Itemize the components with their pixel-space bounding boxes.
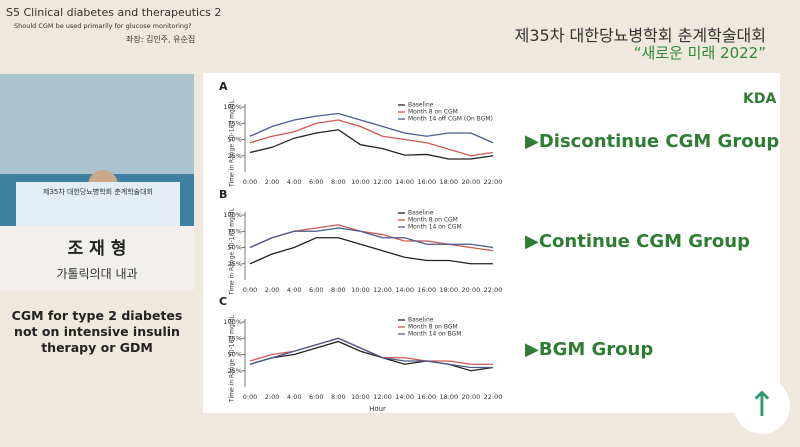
x-tick-label: 6:00 xyxy=(309,286,324,294)
line xyxy=(249,337,493,369)
x-tick-label: 12:00 xyxy=(373,286,392,294)
panel-label: A xyxy=(219,80,228,93)
x-tick-label: 10:00 xyxy=(351,286,370,294)
x-tick-label: 22:00 xyxy=(484,178,503,186)
group-label: ▶BGM Group xyxy=(525,339,654,360)
affiliation: 가톨릭의대 내과 xyxy=(56,267,138,281)
x-tick-label: 6:00 xyxy=(309,178,324,186)
line xyxy=(249,129,494,160)
legend-label: Month 8 on BGM xyxy=(408,324,458,331)
x-tick-label: 0:00 xyxy=(243,178,258,186)
line xyxy=(249,340,494,372)
x-tick-label: 12:00 xyxy=(373,393,392,401)
x-tick-label: 22:00 xyxy=(484,286,503,294)
y-axis-label: Time in Range 70-180 mg/dL xyxy=(229,207,236,296)
legend-label: Month 14 on BGM xyxy=(408,331,461,338)
y-tick-label: 50% xyxy=(228,351,242,359)
x-tick-label: 20:00 xyxy=(462,393,481,401)
panel-label: C xyxy=(219,295,227,308)
speaker-name: 조 재 형 xyxy=(67,239,127,259)
scroll-top-button[interactable]: ↑ xyxy=(734,378,790,434)
x-tick-label: 0:00 xyxy=(243,393,258,401)
legend-label: Month 14 on CGM xyxy=(408,224,462,231)
x-tick-label: 14:00 xyxy=(395,286,414,294)
legend-label: Month 8 on CGM xyxy=(408,109,458,116)
x-tick-label: 6:00 xyxy=(309,393,324,401)
question: Should CGM be used primarily for glucose… xyxy=(14,22,192,30)
y-tick-label: 50% xyxy=(228,244,242,252)
speaker-card: 조 재 형 가톨릭의대 내과 xyxy=(0,226,194,290)
x-tick-label: 8:00 xyxy=(331,178,346,186)
x-tick-label: 2:00 xyxy=(265,286,280,294)
y-tick-label: 50% xyxy=(228,136,242,144)
x-tick-label: 18:00 xyxy=(439,178,458,186)
logo: KDA xyxy=(743,91,777,107)
line xyxy=(249,337,493,365)
y-tick-label: 100% xyxy=(223,103,242,111)
x-tick-label: 4:00 xyxy=(287,178,302,186)
legend-label: Month 8 on CGM xyxy=(408,217,458,224)
panel-label: B xyxy=(219,188,227,201)
x-tick-label: 14:00 xyxy=(395,178,414,186)
y-tick-label: 100% xyxy=(223,318,242,326)
video: 제35차 대한당뇨병학회 춘계학술대회 xyxy=(0,74,194,226)
legend-label: Baseline xyxy=(408,102,434,109)
y-tick-label: 25% xyxy=(228,367,242,375)
podium: 제35차 대한당뇨병학회 춘계학술대회 xyxy=(16,182,180,226)
x-tick-label: 16:00 xyxy=(417,178,436,186)
event: 제35차 대한당뇨병학회 춘계학술대회 xyxy=(514,26,766,45)
y-axis-label: Time in Range 70-180 mg/dL xyxy=(229,314,236,403)
line xyxy=(249,119,494,157)
legend-label: Month 14 off CGM (On BGM) xyxy=(408,116,493,123)
x-tick-label: 16:00 xyxy=(417,286,436,294)
x-tick-label: 10:00 xyxy=(351,393,370,401)
x-tick-label: 10:00 xyxy=(351,178,370,186)
legend-label: Baseline xyxy=(408,210,434,217)
x-tick-label: 8:00 xyxy=(331,393,346,401)
legend-label: Baseline xyxy=(408,317,434,324)
group-label: ▶Continue CGM Group xyxy=(525,231,750,252)
x-tick-label: 4:00 xyxy=(287,393,302,401)
x-tick-label: 18:00 xyxy=(439,393,458,401)
y-tick-label: 75% xyxy=(228,334,242,342)
x-axis-label: Hour xyxy=(369,405,386,413)
x-tick-label: 18:00 xyxy=(439,286,458,294)
line xyxy=(249,112,494,144)
line xyxy=(249,237,493,265)
y-tick-label: 100% xyxy=(223,211,242,219)
y-tick-label: 75% xyxy=(228,119,242,127)
y-axis-label: Time in Range 70-180 mg/dL xyxy=(229,99,236,188)
x-tick-label: 16:00 xyxy=(417,393,436,401)
group-label: ▶Discontinue CGM Group xyxy=(525,131,780,152)
x-tick-label: 20:00 xyxy=(462,286,481,294)
x-tick-label: 4:00 xyxy=(287,286,302,294)
y-tick-label: 25% xyxy=(228,260,242,268)
y-tick-label: 75% xyxy=(228,227,242,235)
slogan: “새로운 미래 2022” xyxy=(633,44,766,62)
x-tick-label: 12:00 xyxy=(373,178,392,186)
x-tick-label: 14:00 xyxy=(395,393,414,401)
talk-title: CGM for type 2 diabetes not on intensive… xyxy=(11,308,183,355)
x-tick-label: 22:00 xyxy=(484,393,503,401)
y-tick-label: 25% xyxy=(228,152,242,160)
line xyxy=(249,227,494,249)
x-tick-label: 2:00 xyxy=(265,178,280,186)
chairs: 좌장: 김인주, 유순집 xyxy=(126,35,196,44)
x-tick-label: 2:00 xyxy=(265,393,280,401)
session: S5 Clinical diabetes and therapeutics 2 xyxy=(6,6,222,19)
x-tick-label: 20:00 xyxy=(462,178,481,186)
x-tick-label: 8:00 xyxy=(331,286,346,294)
x-tick-label: 0:00 xyxy=(243,286,258,294)
